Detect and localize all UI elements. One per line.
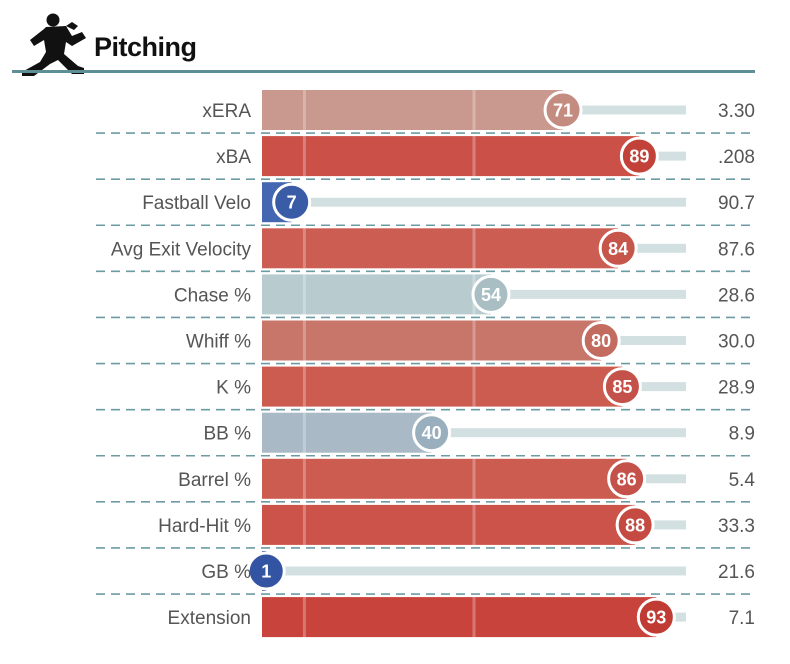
bar [262,504,636,545]
percentile-marker [272,182,312,222]
reference-line [472,320,476,361]
row-labels: xERA xBA Fastball Velo Avg Exit Velocity Cha… [111,101,252,629]
row-label: BB % [203,424,251,445]
reference-line [302,458,306,499]
percentile-marker [581,321,621,360]
percentile-marker [598,228,638,268]
row-value: 28.9 [718,378,755,399]
reference-line [302,136,306,177]
percentile-label: 84 [608,239,628,259]
bar [262,136,640,177]
bar [262,274,491,315]
reference-line [472,136,476,177]
row-value: 3.30 [718,101,755,122]
bar [262,597,657,638]
percentile-label: 86 [617,469,637,489]
row-value: 30.0 [718,332,755,353]
percentile-marker [619,136,659,176]
bars [262,90,657,638]
percentile-label: 88 [625,515,645,535]
row-label: Chase % [174,285,251,306]
section-title: Pitching [94,32,197,62]
percentile-label: 80 [591,331,611,351]
row-label: Avg Exit Velocity [111,239,252,260]
bar [262,228,619,269]
row-label: Whiff % [186,332,251,353]
row-value: 8.9 [729,424,755,445]
percentile-marker [615,505,655,545]
bar [262,458,627,499]
reference-line [302,504,306,545]
percentile-marker [543,90,583,130]
row-label: Barrel % [178,470,251,491]
percentile-marker [412,413,452,453]
reference-line [302,366,306,407]
reference-line [472,366,476,407]
bar [262,412,432,453]
bar [262,366,623,407]
percentile-label: 40 [422,423,442,443]
bar-track [262,197,686,207]
row-value: 90.7 [718,193,755,214]
percentile-label: 54 [481,285,501,305]
reference-line [472,228,476,269]
row-label: Hard-Hit % [158,516,251,537]
percentile-markers: 71 89 7 84 54 80 85 40 86 88 1 93 [246,90,676,637]
percentile-label: 85 [612,377,632,397]
reference-line [302,90,306,130]
percentile-marker [602,367,642,407]
reference-line [472,504,476,545]
reference-line [472,458,476,499]
row-value: 7.1 [729,608,755,629]
row-value: .208 [718,147,755,168]
bar-track [262,566,686,576]
percentile-marker [471,274,511,314]
row-value: 87.6 [718,239,755,260]
row-label: Extension [168,608,251,629]
percentile-label: 7 [287,193,297,213]
row-value: 28.6 [718,285,755,306]
bar [262,320,602,361]
reference-line [302,228,306,269]
row-label: Fastball Velo [142,193,251,214]
row-label: xBA [216,147,251,168]
percentile-label: 71 [553,101,573,121]
percentile-marker [636,597,676,637]
row-value: 21.6 [718,562,755,583]
pitcher-icon [22,13,86,76]
reference-line [472,90,476,130]
row-dividers [96,132,755,595]
section-header: Pitching [12,6,755,78]
percentile-marker [246,551,286,591]
percentile-marker [607,459,647,499]
header-rule [12,70,755,73]
row-values: 3.30 .208 90.7 87.6 28.6 30.0 28.9 8.9 5.4 33.3 21… [718,101,755,629]
percentile-label: 1 [261,562,271,582]
bar-track [262,428,686,438]
row-value: 33.3 [718,516,755,537]
percentile-label: 93 [646,608,666,628]
row-value: 5.4 [729,470,756,491]
reference-lines [302,90,476,638]
row-label: K % [216,378,251,399]
row-label: GB % [201,562,251,583]
reference-line [302,412,306,453]
row-label: xERA [202,101,251,122]
reference-line [472,597,476,638]
reference-line [302,597,306,638]
percentile-label: 89 [629,147,649,167]
reference-line [302,320,306,361]
reference-line [302,274,306,315]
bar [262,90,564,130]
